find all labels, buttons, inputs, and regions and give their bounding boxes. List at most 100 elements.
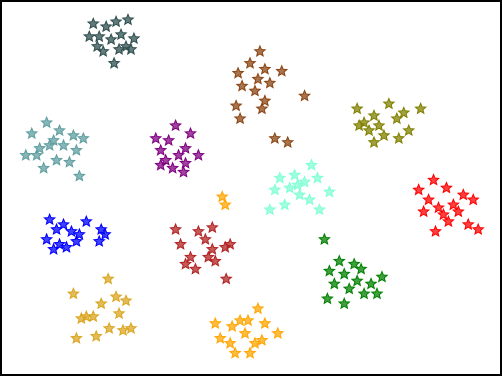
star-point xyxy=(251,301,265,315)
star-point xyxy=(50,222,64,236)
star-point xyxy=(64,224,78,238)
star-point xyxy=(205,220,219,234)
star-point xyxy=(162,133,176,147)
star-point xyxy=(231,66,245,79)
star-point xyxy=(174,237,188,250)
star-point xyxy=(382,97,396,110)
star-point xyxy=(268,131,282,145)
star-point xyxy=(303,193,316,206)
star-point xyxy=(311,171,324,184)
star-point xyxy=(278,198,292,211)
star-point xyxy=(112,306,126,320)
star-point xyxy=(372,118,386,132)
star-point xyxy=(414,102,428,115)
star-point xyxy=(179,141,192,154)
star-point xyxy=(432,200,445,214)
star-point xyxy=(251,72,265,85)
star-point xyxy=(362,123,376,137)
star-point xyxy=(19,148,33,161)
star-point xyxy=(119,293,133,307)
star-point xyxy=(337,267,351,280)
star-point xyxy=(89,329,103,342)
star-point xyxy=(99,19,113,33)
star-point xyxy=(268,183,282,196)
star-point xyxy=(112,42,126,55)
star-point xyxy=(337,296,351,310)
star-point xyxy=(233,111,247,125)
star-point xyxy=(248,84,262,97)
star-point xyxy=(109,14,123,28)
star-point xyxy=(417,204,431,218)
star-point xyxy=(219,272,233,285)
star-point xyxy=(124,321,138,334)
star-point xyxy=(283,181,297,194)
star-point xyxy=(228,346,242,359)
star-point xyxy=(62,155,76,168)
star-point xyxy=(377,128,391,142)
star-point xyxy=(332,254,346,267)
star-point xyxy=(364,277,378,290)
star-point xyxy=(471,222,485,236)
star-point xyxy=(96,44,110,57)
star-point xyxy=(69,331,83,344)
star-point xyxy=(191,148,205,161)
star-point xyxy=(271,326,285,339)
star-point xyxy=(47,242,61,255)
star-point xyxy=(291,178,305,191)
star-point xyxy=(322,264,336,277)
star-point xyxy=(229,99,243,112)
star-point xyxy=(446,198,460,211)
star-point xyxy=(258,62,272,75)
star-point xyxy=(427,173,440,186)
star-point xyxy=(429,224,442,238)
star-point xyxy=(357,287,371,300)
star-point xyxy=(50,153,64,166)
star-point xyxy=(456,188,470,201)
star-point xyxy=(101,272,115,285)
star-point xyxy=(215,190,229,203)
star-point xyxy=(451,204,465,218)
star-point xyxy=(184,126,197,140)
star-point xyxy=(218,198,232,211)
star-point xyxy=(352,118,366,132)
star-point xyxy=(208,316,222,330)
star-point xyxy=(179,257,192,270)
star-point xyxy=(342,282,356,295)
star-point xyxy=(124,42,138,55)
star-point xyxy=(253,44,267,57)
star-point xyxy=(40,115,54,129)
star-point xyxy=(177,165,191,178)
star-point xyxy=(390,111,404,125)
star-point xyxy=(43,138,57,151)
star-point xyxy=(322,185,336,198)
star-point xyxy=(354,262,368,275)
star-point xyxy=(40,232,54,245)
star-point xyxy=(66,287,80,300)
star-point xyxy=(57,138,70,151)
star-point xyxy=(90,39,104,53)
star-point xyxy=(422,193,436,206)
star-point xyxy=(98,227,112,241)
star-point xyxy=(69,143,83,156)
star-point xyxy=(60,240,73,253)
star-point xyxy=(392,131,406,145)
star-point xyxy=(116,323,130,336)
star-point xyxy=(172,148,186,161)
star-point xyxy=(79,214,93,228)
star-point xyxy=(441,214,455,228)
star-point xyxy=(397,106,411,119)
star-point xyxy=(238,326,252,339)
star-point xyxy=(243,56,257,69)
star-point xyxy=(223,336,237,349)
star-point xyxy=(94,296,108,310)
star-point xyxy=(436,207,450,221)
star-point xyxy=(114,27,128,41)
star-point xyxy=(109,290,123,303)
star-point xyxy=(47,133,61,147)
star-point xyxy=(169,222,183,236)
star-point xyxy=(205,242,219,255)
star-point xyxy=(243,346,257,359)
star-point xyxy=(223,237,237,250)
star-point xyxy=(263,76,277,89)
